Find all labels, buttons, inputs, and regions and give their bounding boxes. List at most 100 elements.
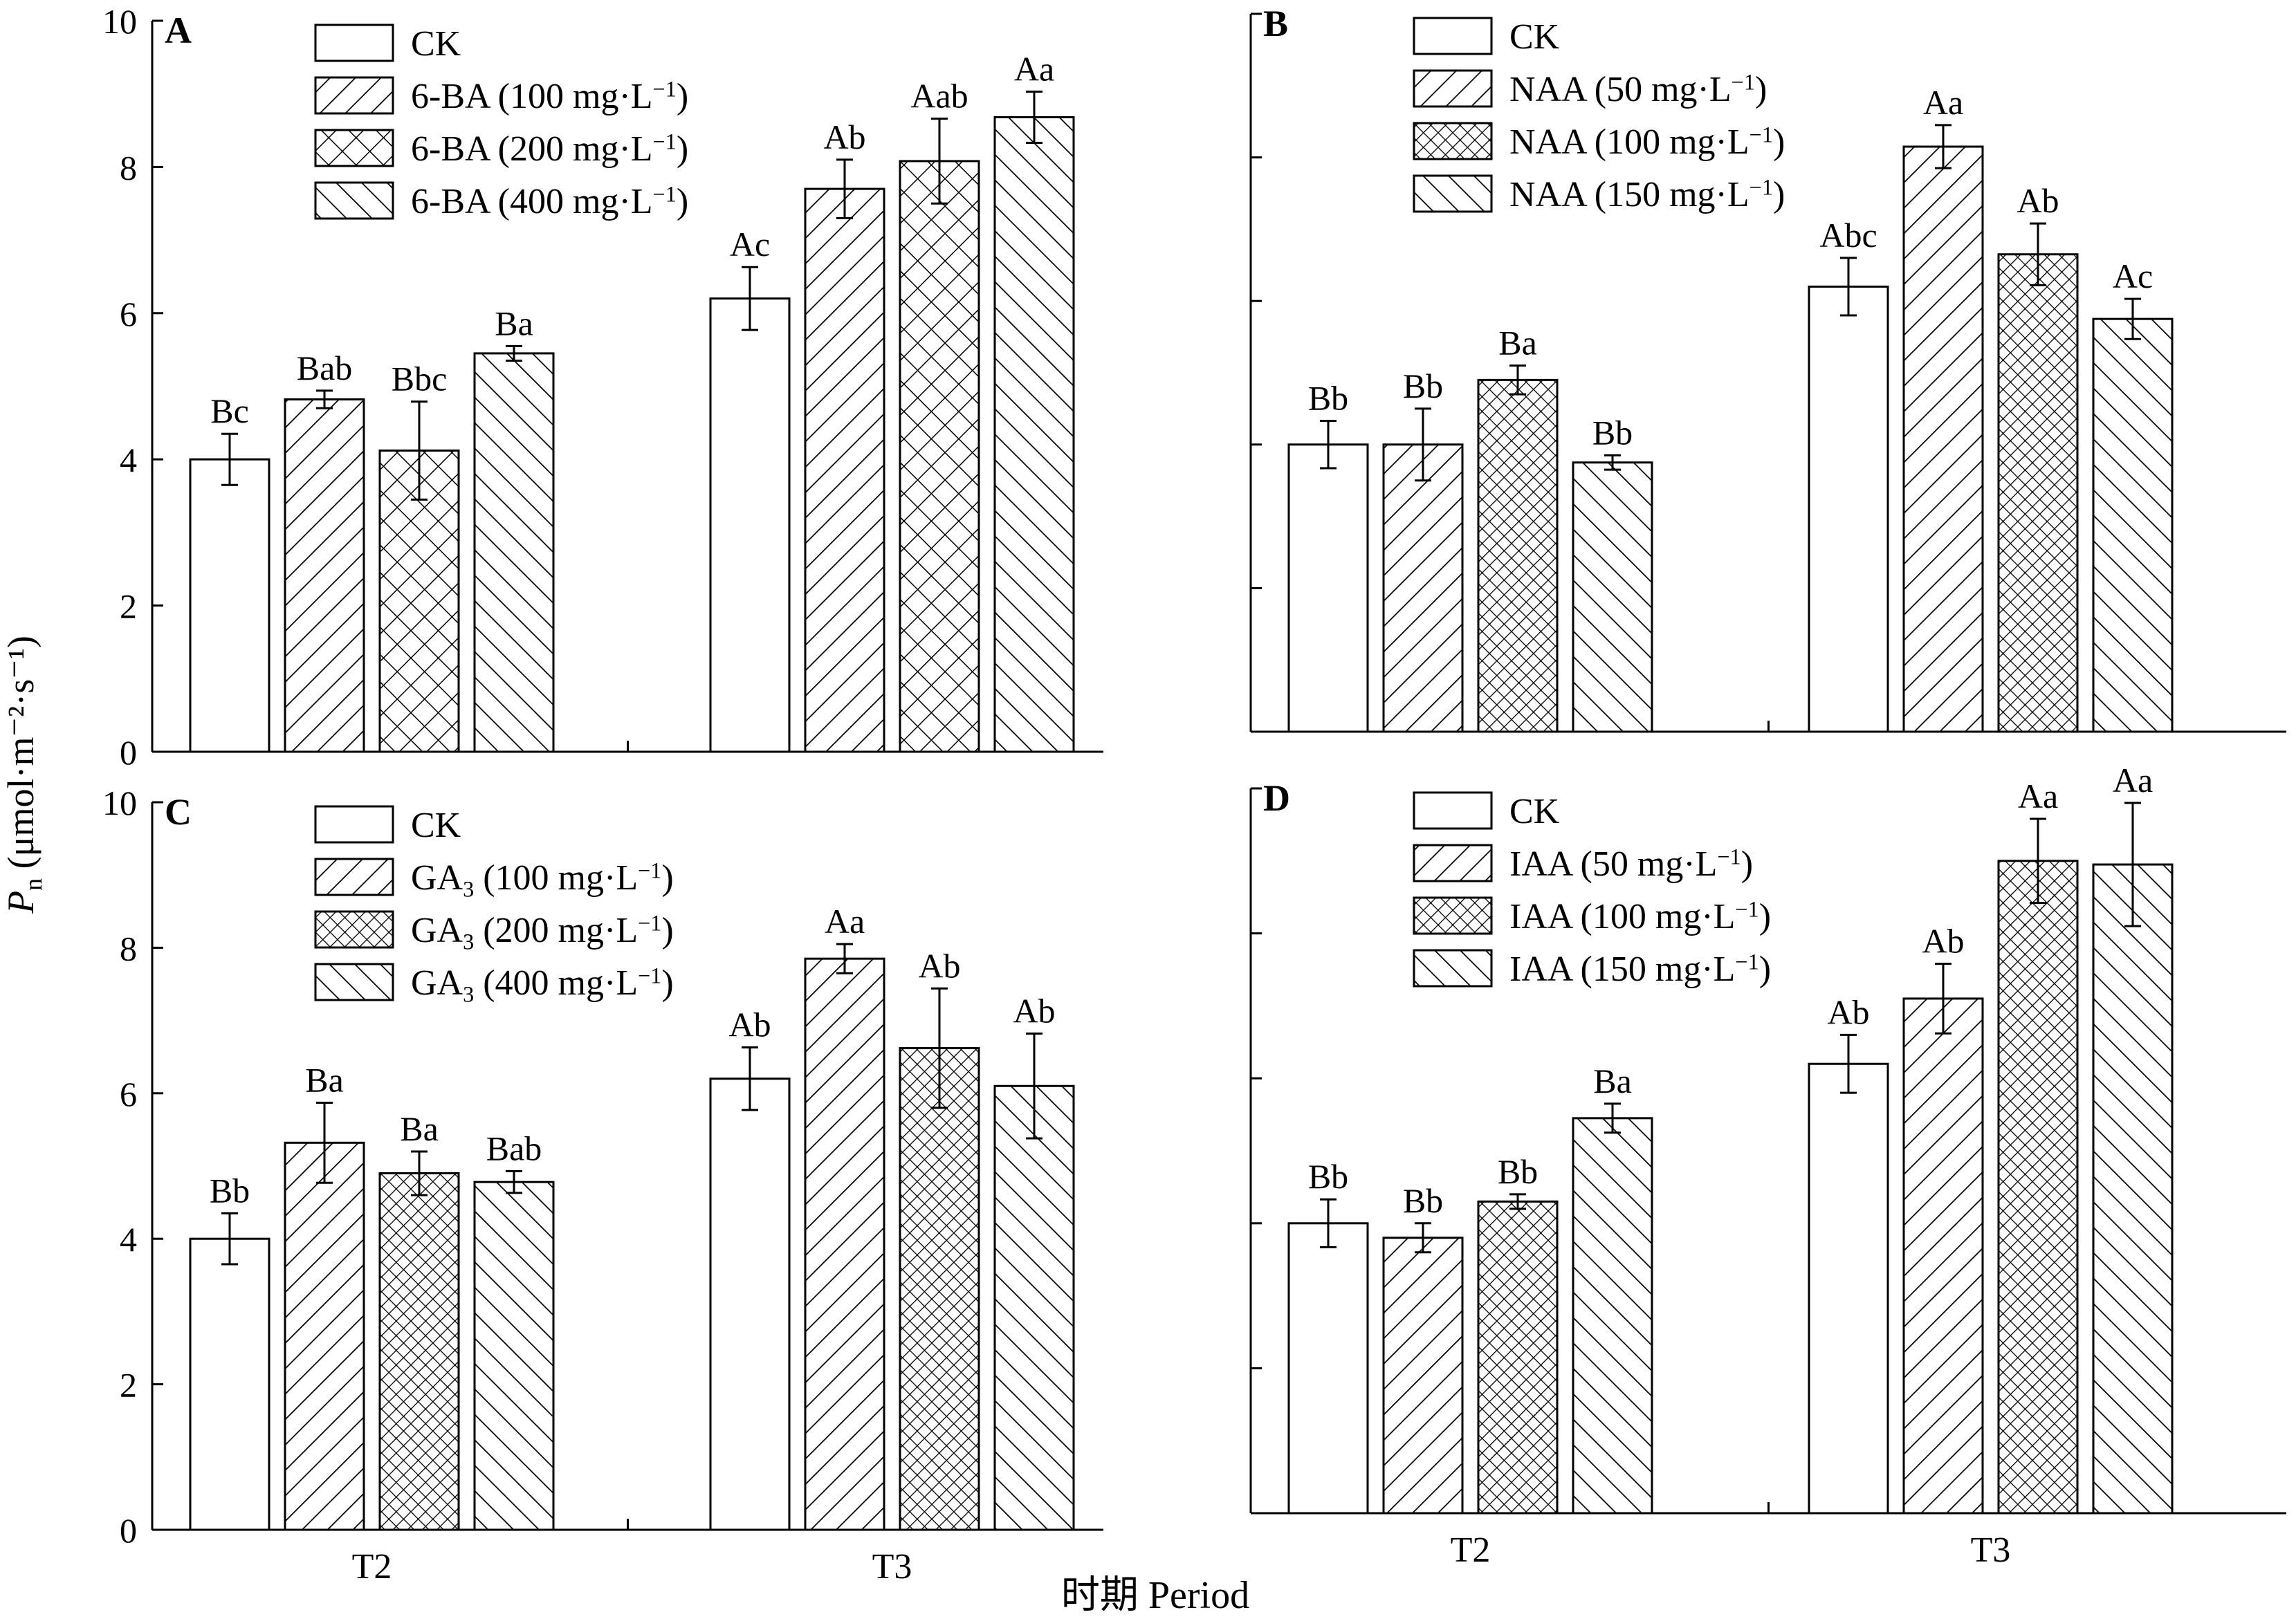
significance-label: Bab: [486, 1129, 542, 1167]
bar: [1902, 145, 1984, 733]
panel-label: D: [1263, 777, 1290, 819]
legend-label: GA3 (400 mg·L−1): [411, 963, 674, 1006]
panel-d: T2 T3 Bb Ab Bb Ab Bb Aa Ba Aa D CK IAA (50 mg·L−1) IA…: [1249, 761, 2286, 1570]
legend-label: GA3 (100 mg·L−1): [411, 858, 674, 901]
legend-label: CK: [1509, 17, 1560, 57]
significance-label: Bb: [1308, 1157, 1348, 1196]
x-tick-label: T2: [1451, 1530, 1491, 1570]
bar: [1572, 1117, 1653, 1515]
panel-c: 0 2 4 6 8 10 T2 T3 Bb Ab Ba Aa Ba Ab Bab Ab C CK GA3 (100 …: [102, 784, 1103, 1586]
bar: [1287, 443, 1369, 733]
bar: [709, 1077, 791, 1531]
legend-label: 6-BA (400 mg·L−1): [411, 181, 688, 221]
significance-label: Ba: [1593, 1062, 1632, 1100]
x-axis-label: 时期 Period: [1061, 1574, 1249, 1617]
bar: [1902, 997, 1984, 1515]
y-tick-label: 6: [120, 1075, 137, 1113]
legend-swatch: [314, 805, 394, 844]
bar: [993, 1084, 1075, 1531]
significance-label: Ba: [305, 1060, 344, 1099]
y-tick-label: 2: [120, 587, 137, 626]
bar: [899, 1047, 980, 1531]
significance-label: Ab: [918, 946, 960, 985]
bar: [1287, 1222, 1369, 1515]
bar: [378, 1172, 460, 1531]
legend-swatch: [314, 129, 394, 167]
legend-label: IAA (100 mg·L−1): [1509, 896, 1771, 936]
panel-b: Bb Abc Bb Aa Ba Ab Bb Ac B CK NAA (50 mg·L−1) NAA (…: [1249, 3, 2286, 733]
panel-label: B: [1263, 3, 1288, 44]
bar: [284, 398, 365, 753]
legend-label: NAA (50 mg·L−1): [1509, 69, 1767, 109]
legend-swatch: [314, 858, 394, 896]
significance-label: Aa: [1014, 50, 1054, 89]
y-tick-label: 8: [120, 929, 137, 968]
legend-swatch: [1413, 844, 1493, 882]
legend-label: IAA (150 mg·L−1): [1509, 949, 1771, 989]
significance-label: Ab: [823, 118, 865, 156]
bar: [1477, 1200, 1559, 1515]
legend-swatch: [1413, 791, 1493, 830]
y-axis-label: Pn (μmol·m⁻²·s⁻¹): [0, 636, 47, 914]
y-axis-label-subscript: n: [19, 878, 47, 891]
legend-swatch: [1413, 896, 1493, 935]
bar: [1997, 253, 2079, 733]
legend-label: CK: [411, 24, 461, 64]
y-tick-label: 10: [102, 784, 137, 822]
y-axis-label-italic: P: [0, 891, 42, 914]
significance-label: Bbc: [392, 360, 448, 398]
bar: [804, 957, 885, 1531]
legend-label: IAA (50 mg·L−1): [1509, 844, 1753, 884]
legend-swatch: [1413, 949, 1493, 988]
legend-swatch: [1413, 69, 1493, 108]
significance-label: Aa: [2113, 761, 2153, 799]
significance-label: Ba: [400, 1109, 439, 1148]
y-tick-label: 0: [120, 733, 137, 772]
bar: [1382, 1237, 1464, 1515]
legend-label: CK: [1509, 792, 1560, 831]
y-axis-label-unit: (μmol·m⁻²·s⁻¹): [0, 636, 42, 878]
legend-label: 6-BA (200 mg·L−1): [411, 129, 688, 169]
legend-swatch: [314, 910, 394, 949]
y-tick-label: 10: [102, 2, 137, 41]
significance-label: Aa: [1923, 83, 1963, 122]
legend-swatch: [314, 24, 394, 62]
significance-label: Bb: [210, 1171, 250, 1210]
legend-swatch: [1413, 174, 1493, 213]
bar: [899, 160, 980, 753]
legend-swatch: [314, 76, 394, 115]
significance-label: Bb: [1592, 413, 1633, 452]
x-tick-label: T3: [872, 1547, 912, 1586]
bar: [284, 1141, 365, 1531]
legend-swatch: [314, 181, 394, 220]
y-tick-label: 2: [120, 1366, 137, 1405]
legend-label: CK: [411, 806, 461, 845]
bar: [378, 450, 460, 753]
significance-label: Ac: [730, 225, 770, 263]
significance-label: Bb: [1403, 367, 1443, 405]
panel-a: 0 2 4 6 8 10 Bc Ac Bab Ab Bbc Aab Ba Aa A CK 6-BA (100 m…: [102, 2, 1103, 772]
y-tick-label: 4: [120, 1220, 137, 1259]
legend-swatch: [1413, 17, 1493, 55]
bar: [1997, 860, 2079, 1515]
legend-swatch: [314, 963, 394, 1001]
panel-label: A: [165, 10, 192, 51]
panel-label: C: [165, 791, 192, 833]
bar: [473, 352, 555, 753]
y-tick-label: 6: [120, 295, 137, 333]
significance-label: Abc: [1819, 216, 1877, 255]
significance-label: Bb: [1498, 1152, 1538, 1191]
bar: [993, 116, 1075, 753]
bar: [1572, 461, 1653, 733]
legend-label: NAA (150 mg·L−1): [1509, 174, 1785, 214]
significance-label: Ab: [2017, 181, 2059, 220]
bar: [804, 187, 885, 753]
significance-label: Ab: [1013, 992, 1055, 1030]
significance-label: Aa: [825, 902, 865, 941]
y-tick-label: 4: [120, 441, 137, 479]
bar: [473, 1181, 555, 1531]
bar: [2092, 317, 2174, 733]
legend-label: NAA (100 mg·L−1): [1509, 122, 1785, 162]
significance-label: Ab: [1827, 992, 1869, 1031]
